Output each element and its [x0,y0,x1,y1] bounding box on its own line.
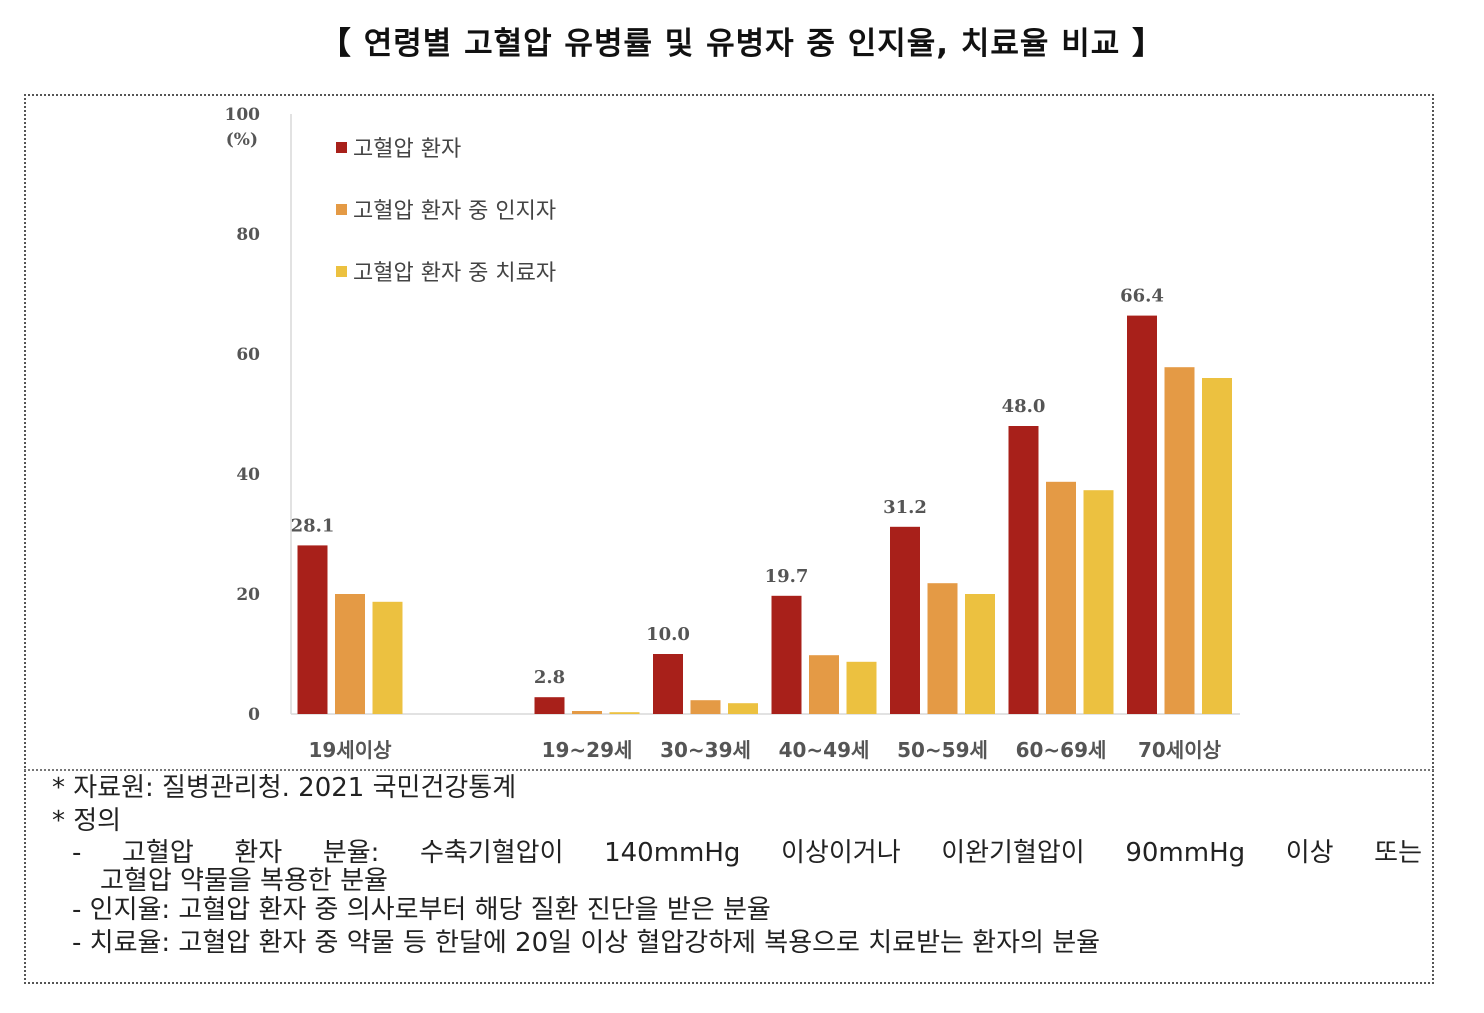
legend-item-aware: 고혈압 환자 중 인지자 [336,193,556,225]
legend-swatch [336,203,347,215]
bar-treated [846,661,877,714]
data-label: 28.1 [291,515,335,536]
x-tick-label: 70세이상 [1138,738,1222,762]
bar-patients [653,654,683,714]
legend-item-treated: 고혈압 환자 중 치료자 [336,255,556,287]
legend-swatch [336,265,347,277]
x-tick-label: 60~69세 [1016,738,1107,762]
bar-aware [690,700,721,714]
data-label: 10.0 [646,624,690,645]
data-label: 48.0 [1002,396,1046,417]
bar-patients [1008,426,1039,714]
x-tick-label: 19세이상 [308,738,392,762]
bar-aware [572,711,602,714]
y-tick-label: 40 [236,465,260,485]
y-tick-label: 0 [248,705,260,725]
bar-patients [1127,315,1157,714]
bar-treated [965,594,995,714]
page-title: 【 연령별 고혈압 유병률 및 유병자 중 인지율, 치료율 비교 】 [319,26,1165,62]
bar-chart: 0 20 40 60 80 100 (%) 28.1 19세이상 2.8 19~29세 10.0 30~… [225,105,1240,762]
bar-patients [534,697,565,714]
footnotes: * 자료원: 질병관리청. 2021 국민건강통계 * 정의 - 고혈압 환자 … [52,772,1422,960]
source-note: * 자료원: 질병관리청. 2021 국민건강통계 [52,773,517,803]
definition-prevalence-cont: 고혈압 약물을 복용한 분율 [100,866,388,896]
divider [24,769,1434,771]
definition-treatment: - 치료율: 고혈압 환자 중 약물 등 한달에 20일 이상 혈압강하제 복용… [72,928,1101,958]
legend-label: 고혈압 환자 중 치료자 [353,261,557,286]
bar-treated [728,703,758,714]
definition-awareness: - 인지율: 고혈압 환자 중 의사로부터 해당 질환 진단을 받은 분율 [72,895,771,925]
data-label: 66.4 [1120,286,1164,307]
bar-aware [809,655,839,714]
bar-aware [335,594,365,714]
y-tick-label: 60 [236,345,260,365]
data-label: 31.2 [883,497,927,518]
bar-treated [1083,490,1114,714]
bar-treated [609,712,640,714]
data-label: 2.8 [534,667,565,688]
definition-prevalence: - 고혈압 환자 분율: 수축기혈압이 140mmHg 이상이거나 이완기혈압이… [72,838,1422,868]
legend-swatch [336,141,347,153]
bar-patients [297,545,328,714]
legend-label: 고혈압 환자 [353,137,462,162]
bar-aware [927,583,958,714]
x-tick-label: 50~59세 [897,738,988,762]
bar-treated [372,601,403,714]
legend-label: 고혈압 환자 중 인지자 [353,199,557,224]
definition-header: * 정의 [52,806,122,836]
figure-frame [24,94,1434,984]
y-tick-label: 20 [236,585,260,605]
bar-aware [1164,367,1195,714]
y-tick-label: 80 [236,225,260,245]
y-tick-label: 100 [225,105,261,125]
x-tick-label: 40~49세 [779,738,870,762]
x-tick-label: 19~29세 [542,738,633,762]
legend-item-patients: 고혈압 환자 [336,131,461,163]
x-tick-label: 30~39세 [660,738,751,762]
bar-aware [1046,481,1076,714]
data-label: 19.7 [765,566,809,587]
bar-treated [1202,378,1232,714]
bar-patients [771,595,802,714]
y-axis-unit: (%) [226,130,258,150]
bar-patients [890,526,920,714]
